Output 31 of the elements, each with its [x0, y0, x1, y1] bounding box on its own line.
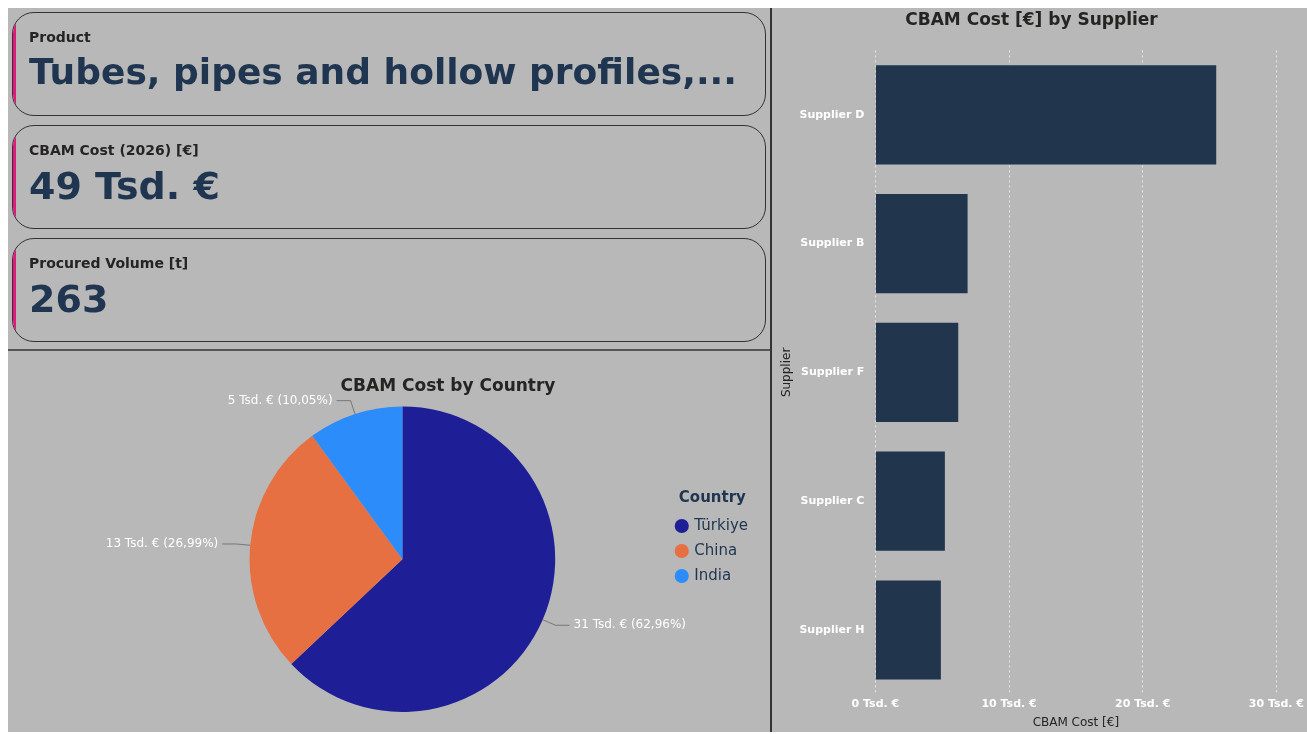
legend-label: China — [694, 540, 738, 559]
y-tick-label: Supplier C — [800, 494, 865, 508]
bar — [875, 65, 1217, 165]
data-label: 5 Tsd. € (10,05%) — [227, 392, 333, 407]
y-tick-label: Supplier B — [800, 236, 865, 250]
y-axis-title: Supplier — [779, 347, 794, 398]
chart-title: CBAM Cost [€] by Supplier — [905, 8, 1159, 29]
legend-label: Türkiye — [693, 515, 749, 534]
bar — [875, 580, 941, 680]
bar — [875, 194, 968, 294]
text: 263 — [29, 277, 110, 321]
legend-label: India — [694, 565, 732, 584]
y-tick-label: Supplier H — [799, 622, 865, 636]
bar — [875, 322, 959, 422]
y-tick-label: Supplier F — [801, 365, 865, 379]
text: Tubes, pipes and hollow profiles,... — [29, 51, 738, 92]
x-tick-label: 0 Tsd. € — [851, 696, 900, 710]
x-axis-title: CBAM Cost [€] — [1032, 714, 1120, 729]
x-tick-label: 10 Tsd. € — [981, 696, 1037, 710]
y-tick-label: Supplier D — [799, 107, 865, 121]
x-tick-label: 30 Tsd. € — [1248, 696, 1304, 710]
x-tick-label: 20 Tsd. € — [1115, 696, 1171, 710]
legend-title: Country — [678, 487, 747, 506]
chart-title: CBAM Cost by Country — [340, 374, 556, 395]
data-label: 31 Tsd. € (62,96%) — [573, 617, 687, 632]
data-label: 13 Tsd. € (26,99%) — [105, 536, 219, 551]
bar — [875, 451, 945, 551]
text: 49 Tsd. € — [29, 164, 221, 208]
text: Product — [29, 29, 92, 45]
text: Procured Volume [t] — [29, 255, 190, 271]
text: CBAM Cost (2026) [€] — [29, 142, 200, 158]
